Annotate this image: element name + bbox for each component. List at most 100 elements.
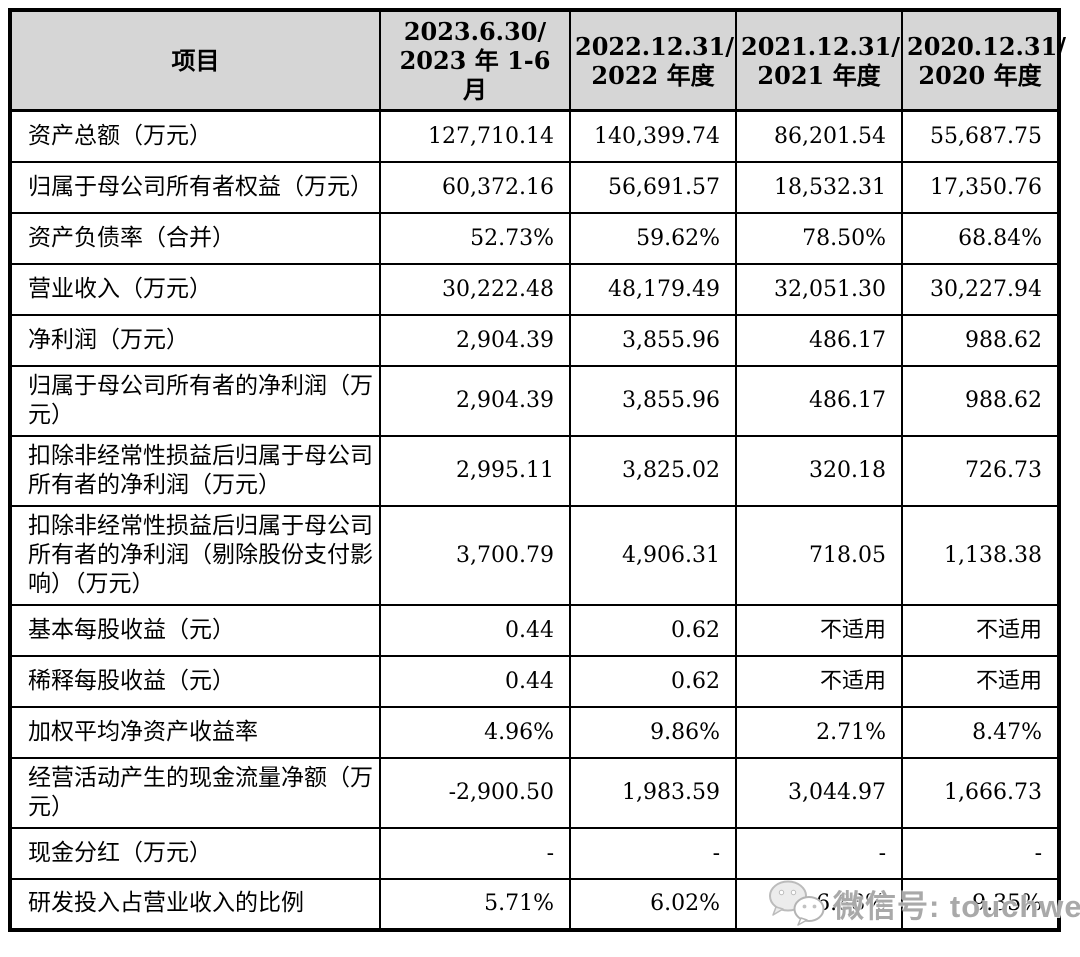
row-label: 加权平均净资产收益率 xyxy=(9,705,381,759)
row-label: 净利润（万元） xyxy=(9,313,381,367)
row-value: 86,201.54 xyxy=(735,109,903,163)
table-row: 经营活动产生的现金流量净额（万元） -2,900.50 1,983.59 3,0… xyxy=(9,756,1060,829)
header-cell-period-2021: 2021.12.31/ 2021 年度 xyxy=(735,9,903,112)
row-value: 不适用 xyxy=(735,654,903,708)
header-period-line2: 2023 年 1-6 月 xyxy=(399,46,551,104)
header-period-line2: 2020 年度 xyxy=(918,60,1042,90)
row-value: 8.47% xyxy=(901,705,1060,759)
row-value: - xyxy=(735,826,903,880)
row-value: 3,044.97 xyxy=(735,756,903,829)
row-label: 稀释每股收益（元） xyxy=(9,654,381,708)
row-value: 0.62 xyxy=(569,603,737,657)
row-label: 扣除非经常性损益后归属于母公司所有者的净利润（剔除股份支付影响）（万元） xyxy=(9,504,381,606)
row-value: - xyxy=(569,826,737,880)
row-value: 320.18 xyxy=(735,434,903,507)
row-value: 486.17 xyxy=(735,364,903,437)
table-row: 归属于母公司所有者权益（万元） 60,372.16 56,691.57 18,5… xyxy=(9,160,1060,214)
table-row: 扣除非经常性损益后归属于母公司所有者的净利润（剔除股份支付影响）（万元） 3,7… xyxy=(9,504,1060,606)
table-row: 稀释每股收益（元） 0.44 0.62 不适用 不适用 xyxy=(9,654,1060,708)
row-value: 1,138.38 xyxy=(901,504,1060,606)
table-row: 资产总额（万元） 127,710.14 140,399.74 86,201.54… xyxy=(9,109,1060,163)
row-value: 55,687.75 xyxy=(901,109,1060,163)
financial-summary-table-wrap: 项目 2023.6.30/ 2023 年 1-6 月 2022.12.31/ 2… xyxy=(8,8,1067,932)
row-value: 不适用 xyxy=(901,654,1060,708)
row-value: -2,900.50 xyxy=(379,756,571,829)
row-value: 1,666.73 xyxy=(901,756,1060,829)
row-value: 127,710.14 xyxy=(379,109,571,163)
row-value: 30,222.48 xyxy=(379,262,571,316)
row-value: 68.84% xyxy=(901,211,1060,265)
row-label: 研发投入占营业收入的比例 xyxy=(9,877,381,931)
table-row: 现金分红（万元） - - - - xyxy=(9,826,1060,880)
table-row: 扣除非经常性损益后归属于母公司所有者的净利润（万元） 2,995.11 3,82… xyxy=(9,434,1060,507)
row-value: 2,904.39 xyxy=(379,313,571,367)
row-value: - xyxy=(901,826,1060,880)
row-value: 988.62 xyxy=(901,364,1060,437)
row-value: 52.73% xyxy=(379,211,571,265)
row-value: 988.62 xyxy=(901,313,1060,367)
row-value: 9.86% xyxy=(569,705,737,759)
row-value: 78.50% xyxy=(735,211,903,265)
row-label: 营业收入（万元） xyxy=(9,262,381,316)
row-value: 不适用 xyxy=(735,603,903,657)
header-period-line2: 2021 年度 xyxy=(757,60,881,90)
row-value: 486.17 xyxy=(735,313,903,367)
header-cell-period-2023: 2023.6.30/ 2023 年 1-6 月 xyxy=(379,9,571,112)
table-row: 净利润（万元） 2,904.39 3,855.96 486.17 988.62 xyxy=(9,313,1060,367)
header-period-line1: 2020.12.31/ xyxy=(907,31,1067,61)
row-value: 0.44 xyxy=(379,654,571,708)
table-row: 归属于母公司所有者的净利润（万元） 2,904.39 3,855.96 486.… xyxy=(9,364,1060,437)
table-row: 基本每股收益（元） 0.44 0.62 不适用 不适用 xyxy=(9,603,1060,657)
row-value: 59.62% xyxy=(569,211,737,265)
row-value: 9.35% xyxy=(901,877,1060,931)
row-label: 资产负债率（合并） xyxy=(9,211,381,265)
row-value: 3,855.96 xyxy=(569,313,737,367)
row-value: 60,372.16 xyxy=(379,160,571,214)
row-value: 6.88% xyxy=(735,877,903,931)
table-row: 资产负债率（合并） 52.73% 59.62% 78.50% 68.84% xyxy=(9,211,1060,265)
header-period-line2: 2022 年度 xyxy=(591,60,715,90)
row-value: 3,825.02 xyxy=(569,434,737,507)
row-label: 归属于母公司所有者的净利润（万元） xyxy=(9,364,381,437)
row-value: 30,227.94 xyxy=(901,262,1060,316)
row-value: 18,532.31 xyxy=(735,160,903,214)
row-label: 扣除非经常性损益后归属于母公司所有者的净利润（万元） xyxy=(9,434,381,507)
row-value: 718.05 xyxy=(735,504,903,606)
row-value: 1,983.59 xyxy=(569,756,737,829)
row-value: 6.02% xyxy=(569,877,737,931)
row-value: 不适用 xyxy=(901,603,1060,657)
header-period-line1: 2022.12.31/ xyxy=(575,31,735,61)
row-value: 4.96% xyxy=(379,705,571,759)
header-period-line1: 2021.12.31/ xyxy=(741,31,901,61)
row-label: 归属于母公司所有者权益（万元） xyxy=(9,160,381,214)
header-cell-period-2020: 2020.12.31/ 2020 年度 xyxy=(901,9,1067,112)
row-label: 资产总额（万元） xyxy=(9,109,381,163)
header-cell-item: 项目 xyxy=(9,9,381,112)
row-label: 基本每股收益（元） xyxy=(9,603,381,657)
row-value: 0.62 xyxy=(569,654,737,708)
row-value: 5.71% xyxy=(379,877,571,931)
header-period-line1: 2023.6.30/ xyxy=(403,17,547,46)
row-value: 17,350.76 xyxy=(901,160,1060,214)
row-value: 56,691.57 xyxy=(569,160,737,214)
row-value: 2,904.39 xyxy=(379,364,571,437)
table-row: 研发投入占营业收入的比例 5.71% 6.02% 6.88% 9.35% xyxy=(9,877,1060,931)
row-value: 726.73 xyxy=(901,434,1060,507)
header-item-label: 项目 xyxy=(171,46,220,75)
header-cell-period-2022: 2022.12.31/ 2022 年度 xyxy=(569,9,737,112)
row-value: 2.71% xyxy=(735,705,903,759)
row-label: 现金分红（万元） xyxy=(9,826,381,880)
row-label: 经营活动产生的现金流量净额（万元） xyxy=(9,756,381,829)
row-value: 4,906.31 xyxy=(569,504,737,606)
row-value: 0.44 xyxy=(379,603,571,657)
row-value: 48,179.49 xyxy=(569,262,737,316)
row-value: 3,855.96 xyxy=(569,364,737,437)
row-value: 2,995.11 xyxy=(379,434,571,507)
row-value: 32,051.30 xyxy=(735,262,903,316)
row-value: - xyxy=(379,826,571,880)
row-value: 3,700.79 xyxy=(379,504,571,606)
row-value: 140,399.74 xyxy=(569,109,737,163)
table-header-row: 项目 2023.6.30/ 2023 年 1-6 月 2022.12.31/ 2… xyxy=(9,9,1067,112)
table-row: 营业收入（万元） 30,222.48 48,179.49 32,051.30 3… xyxy=(9,262,1060,316)
table-row: 加权平均净资产收益率 4.96% 9.86% 2.71% 8.47% xyxy=(9,705,1060,759)
